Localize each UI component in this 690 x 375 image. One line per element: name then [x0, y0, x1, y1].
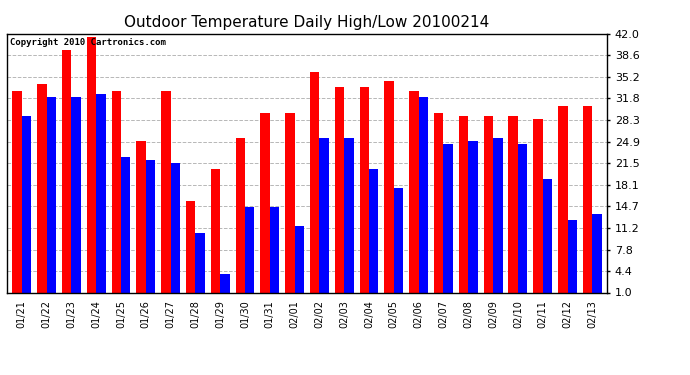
Bar: [592, 214, 602, 299]
Bar: [87, 37, 96, 299]
Bar: [369, 170, 379, 299]
Bar: [543, 179, 552, 299]
Bar: [335, 87, 344, 299]
Bar: [509, 116, 518, 299]
Bar: [112, 90, 121, 299]
Bar: [260, 112, 270, 299]
Bar: [170, 163, 180, 299]
Bar: [409, 90, 419, 299]
Bar: [567, 220, 577, 299]
Bar: [518, 144, 527, 299]
Bar: [62, 50, 71, 299]
Text: Copyright 2010 Cartronics.com: Copyright 2010 Cartronics.com: [10, 38, 166, 46]
Bar: [469, 141, 477, 299]
Bar: [434, 112, 444, 299]
Bar: [493, 138, 502, 299]
Bar: [146, 160, 155, 299]
Bar: [344, 138, 354, 299]
Bar: [37, 84, 47, 299]
Bar: [310, 72, 319, 299]
Bar: [359, 87, 369, 299]
Bar: [394, 188, 403, 299]
Bar: [583, 106, 592, 299]
Bar: [47, 97, 56, 299]
Bar: [161, 90, 170, 299]
Bar: [285, 112, 295, 299]
Bar: [484, 116, 493, 299]
Bar: [186, 201, 195, 299]
Bar: [533, 119, 543, 299]
Bar: [137, 141, 146, 299]
Bar: [319, 138, 329, 299]
Bar: [121, 157, 130, 299]
Bar: [96, 94, 106, 299]
Bar: [220, 274, 230, 299]
Bar: [444, 144, 453, 299]
Bar: [419, 97, 428, 299]
Bar: [295, 226, 304, 299]
Bar: [22, 116, 31, 299]
Bar: [270, 207, 279, 299]
Bar: [558, 106, 567, 299]
Bar: [71, 97, 81, 299]
Bar: [459, 116, 469, 299]
Bar: [12, 90, 22, 299]
Bar: [195, 232, 205, 299]
Bar: [245, 207, 255, 299]
Bar: [384, 81, 394, 299]
Title: Outdoor Temperature Daily High/Low 20100214: Outdoor Temperature Daily High/Low 20100…: [124, 15, 490, 30]
Bar: [211, 170, 220, 299]
Bar: [235, 138, 245, 299]
